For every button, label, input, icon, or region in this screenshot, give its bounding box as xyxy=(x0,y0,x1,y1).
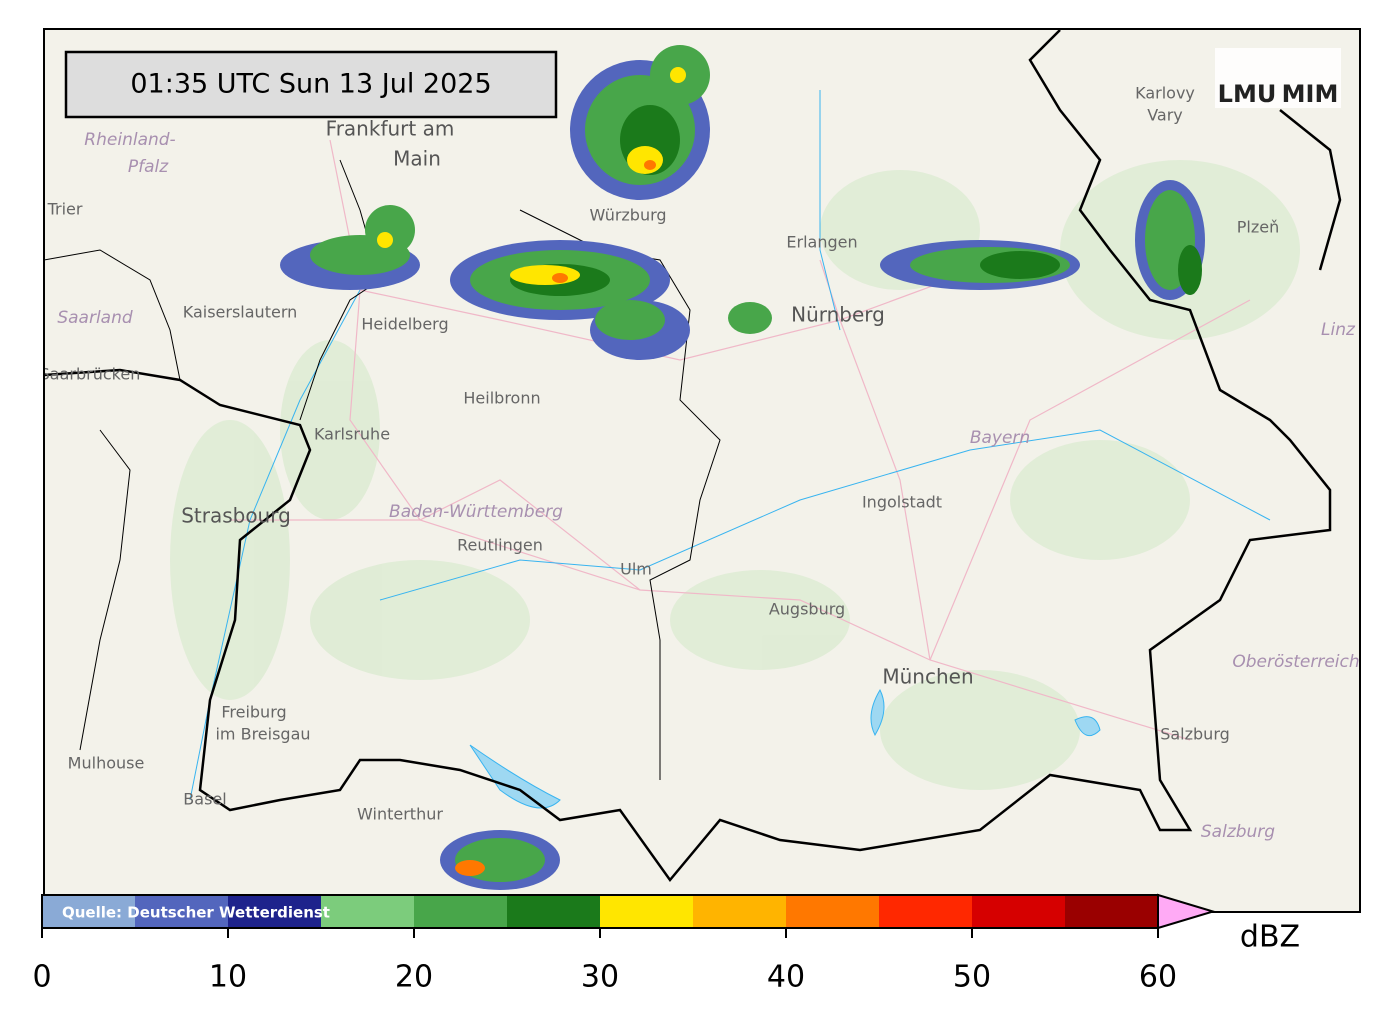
place-label: Plzeň xyxy=(1237,218,1279,237)
place-label: Salzburg xyxy=(1201,822,1275,842)
colorbar-segment xyxy=(786,895,879,928)
place-label: Heilbronn xyxy=(463,389,540,408)
colorbar: Quelle: Deutscher Wetterdienst 0 10 20 30 40 5… xyxy=(32,893,1300,995)
place-label: Bayern xyxy=(970,428,1030,448)
colorbar-tick-label: 60 xyxy=(1139,960,1177,995)
place-label: Salzburg xyxy=(1160,725,1230,744)
logo-box xyxy=(1215,48,1341,108)
place-label: Baden-Württemberg xyxy=(389,502,563,522)
place-label: Kaiserslautern xyxy=(183,303,298,322)
colorbar-segment xyxy=(228,895,321,928)
place-label: München xyxy=(882,665,973,689)
lake xyxy=(469,744,561,809)
timestamp-box xyxy=(64,50,558,119)
place-label: Frankfurt am xyxy=(326,117,455,141)
map-labels: Frankfurt am Main Rheinland- Pfalz Trier Kais… xyxy=(40,84,1360,843)
colorbar-segment xyxy=(879,895,972,928)
colorbar-segment xyxy=(414,895,507,928)
place-label: Main xyxy=(393,147,441,171)
place-label: Würzburg xyxy=(589,206,666,225)
colorbar-tick-label: 30 xyxy=(581,960,619,995)
place-label: Basel xyxy=(183,790,226,809)
colorbar-tick-label: 10 xyxy=(209,960,247,995)
place-label: Oberösterreich xyxy=(1232,652,1359,672)
colorbar-segment xyxy=(972,895,1065,928)
place-label: Freiburg xyxy=(221,703,286,722)
place-label: Saarbrücken xyxy=(40,365,141,384)
place-label: Karlovy xyxy=(1135,84,1195,103)
place-label: Nürnberg xyxy=(791,303,885,327)
place-label: Karlsruhe xyxy=(314,425,390,444)
place-label: Strasbourg xyxy=(181,504,291,528)
colorbar-segment xyxy=(42,895,135,928)
place-label: Reutlingen xyxy=(457,536,543,555)
place-label: Heidelberg xyxy=(361,315,448,334)
colorbar-segment xyxy=(1065,895,1158,928)
place-label: Ulm xyxy=(620,560,652,579)
place-label: Saarland xyxy=(57,308,133,328)
place-label: Augsburg xyxy=(769,600,845,619)
colorbar-tick-label: 50 xyxy=(953,960,991,995)
place-label: Ingolstadt xyxy=(862,493,942,512)
place-label: Erlangen xyxy=(786,233,857,252)
colorbar-segment xyxy=(321,895,414,928)
map-area: Frankfurt am Main Rheinland- Pfalz Trier Kais… xyxy=(40,29,1360,912)
timestamp: 01:35 UTC Sun 13 Jul 2025 xyxy=(130,69,491,100)
place-label: Mulhouse xyxy=(68,754,145,773)
place-label: Winterthur xyxy=(357,805,443,824)
radar-echoes xyxy=(280,45,1205,890)
colorbar-segment xyxy=(600,895,693,928)
colorbar-tick-label: 40 xyxy=(767,960,805,995)
country-borders xyxy=(44,29,1342,883)
place-label: Trier xyxy=(47,200,83,219)
place-label: Rheinland- xyxy=(84,130,175,150)
place-label: im Breisgau xyxy=(215,725,310,744)
logo-mim: MIM xyxy=(1282,80,1339,108)
colorbar-segment xyxy=(507,895,600,928)
place-label: Vary xyxy=(1147,106,1183,125)
logo-lmu: LMU xyxy=(1218,80,1277,108)
place-label: Linz xyxy=(1321,320,1356,340)
colorbar-unit: dBZ xyxy=(1240,920,1300,955)
lakes xyxy=(870,688,1101,737)
rivers xyxy=(189,90,1271,801)
colorbar-segment xyxy=(693,895,786,928)
colorbar-segment xyxy=(135,895,228,928)
place-label: Pfalz xyxy=(128,157,169,177)
colorbar-source: Quelle: Deutscher Wetterdienst xyxy=(62,904,330,922)
colorbar-tick-label: 0 xyxy=(32,960,51,995)
colorbar-tick-label: 20 xyxy=(395,960,433,995)
